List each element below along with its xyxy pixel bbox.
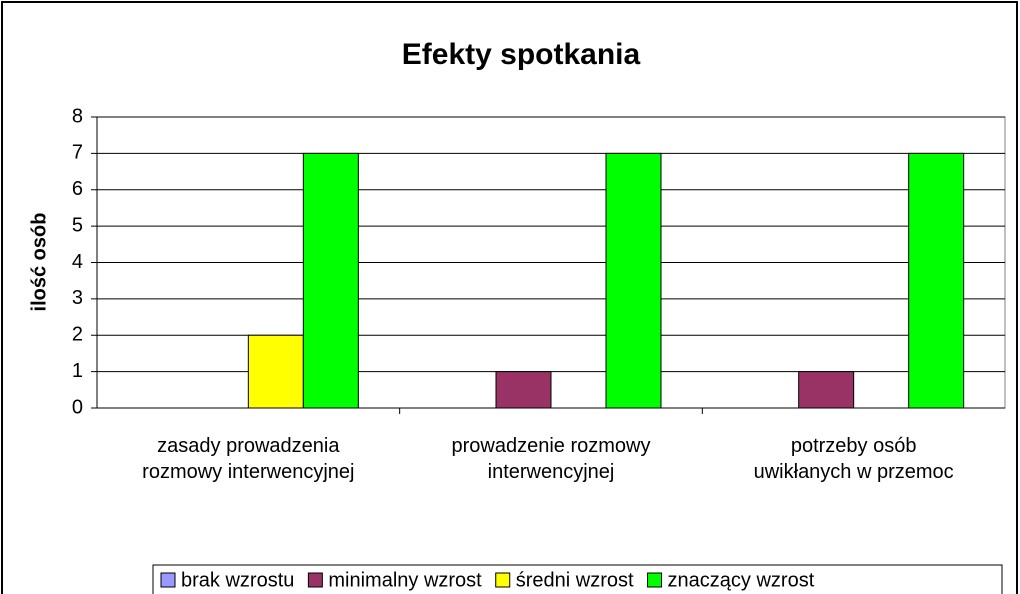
x-tick-label: prowadzenie rozmowy interwencyjnej xyxy=(451,435,651,483)
legend-label: minimalny wzrost xyxy=(328,569,482,591)
legend-label: brak wzrostu xyxy=(181,569,294,591)
bar xyxy=(247,334,304,409)
bar xyxy=(605,152,662,409)
y-tick-label: 8 xyxy=(72,105,83,127)
bar xyxy=(495,371,552,409)
chart-title: Efekty spotkania xyxy=(402,38,641,71)
y-tick-label: 5 xyxy=(72,214,83,236)
y-tick-label: 6 xyxy=(72,178,83,200)
y-tick-label: 0 xyxy=(72,396,83,418)
bar xyxy=(302,152,359,409)
legend-label: średni wzrost xyxy=(516,569,634,591)
legend-box xyxy=(152,564,1003,594)
y-tick-label: 2 xyxy=(72,324,83,346)
y-tick-label: 4 xyxy=(72,251,83,273)
x-tick-label: potrzeby osób uwikłanych w przemoc xyxy=(753,435,954,483)
legend-label: znaczący wzrost xyxy=(668,569,815,591)
bar xyxy=(908,152,965,409)
bar xyxy=(798,371,855,409)
y-tick-label: 1 xyxy=(72,360,83,382)
y-axis-label: ilość osób xyxy=(28,213,50,312)
y-tick-label: 7 xyxy=(72,142,83,164)
legend-swatch xyxy=(495,572,511,588)
y-tick-label: 3 xyxy=(72,287,83,309)
legend-swatch xyxy=(160,572,176,588)
legend-swatch xyxy=(647,572,663,588)
x-tick-label: zasady prowadzenia rozmowy interwencyjne… xyxy=(142,435,355,483)
legend-swatch xyxy=(307,572,323,588)
